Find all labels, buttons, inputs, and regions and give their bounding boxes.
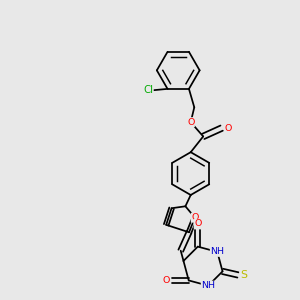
Text: Cl: Cl <box>143 85 153 95</box>
Text: O: O <box>162 276 169 285</box>
Text: NH: NH <box>201 281 215 290</box>
Text: O: O <box>224 124 232 133</box>
Text: O: O <box>191 213 199 222</box>
Text: NH: NH <box>210 248 224 256</box>
Text: O: O <box>187 118 194 127</box>
Text: O: O <box>194 219 202 228</box>
Text: S: S <box>240 270 247 280</box>
